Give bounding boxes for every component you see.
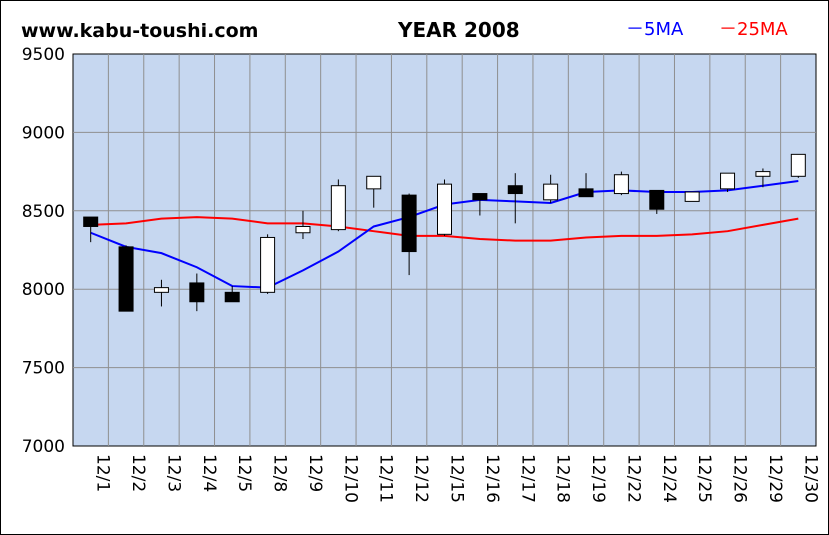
candle-body-up <box>295 225 311 234</box>
candle <box>401 193 417 276</box>
candle <box>790 153 806 178</box>
candle <box>684 191 700 202</box>
x-tick-label: 12/15 <box>447 454 467 503</box>
candle-body-up <box>755 171 771 177</box>
legend-5ma: －5MA <box>626 19 684 40</box>
candle-body-down <box>578 188 594 198</box>
candles <box>83 153 806 312</box>
candle-body-up <box>543 183 559 201</box>
candle-body-down <box>83 216 99 227</box>
candle-body-down <box>649 189 665 210</box>
candle-body-down <box>507 185 523 195</box>
candle <box>720 172 736 192</box>
candle <box>330 179 346 232</box>
candle <box>118 245 134 312</box>
candle <box>507 173 523 224</box>
x-tick-label: 12/5 <box>234 454 254 492</box>
candle-body-up <box>437 183 452 235</box>
x-tick-label: 12/2 <box>128 454 148 492</box>
x-tick-label: 12/29 <box>765 454 785 503</box>
candle <box>472 193 488 216</box>
x-tick-label: 12/10 <box>340 454 360 503</box>
x-axis: 12/1 12/2 12/3 12/4 12/5 12/8 12/9 12/10 12/11 12… <box>93 454 821 503</box>
candle-body-up <box>720 172 736 190</box>
site-name: www.kabu-toushi.com <box>21 20 258 42</box>
candle <box>260 234 276 294</box>
candle-body-up <box>790 153 806 177</box>
grid-lines <box>73 54 816 446</box>
candle-body-up <box>330 185 346 231</box>
candle <box>295 210 311 240</box>
x-tick-label: 12/24 <box>659 454 679 503</box>
x-tick-label: 12/12 <box>411 454 431 503</box>
candle <box>366 175 382 208</box>
x-tick-label: 12/1 <box>93 454 113 492</box>
candle <box>578 173 594 198</box>
candle-body-down <box>189 282 205 303</box>
x-tick-label: 12/8 <box>270 454 290 492</box>
chart-title: YEAR 2008 <box>397 18 520 42</box>
y-tick-label: 9500 <box>22 45 65 65</box>
candle <box>153 279 169 307</box>
candle <box>543 174 559 203</box>
candle <box>83 216 99 243</box>
legend-25ma: －25MA <box>719 19 788 40</box>
candle <box>755 168 771 188</box>
x-tick-label: 12/4 <box>199 454 219 492</box>
y-axis: 9500 9000 8500 8000 7500 7000 <box>22 45 65 457</box>
y-tick-label: 9000 <box>22 123 65 143</box>
x-tick-label: 12/18 <box>553 454 573 503</box>
x-tick-label: 12/25 <box>694 454 714 503</box>
y-tick-label: 8000 <box>22 280 65 300</box>
x-tick-label: 12/26 <box>730 454 750 503</box>
x-tick-label: 12/22 <box>623 454 643 503</box>
x-tick-label: 12/30 <box>800 454 820 503</box>
candle-body-down <box>224 291 240 303</box>
candle <box>437 179 452 236</box>
candle <box>224 286 240 303</box>
y-tick-label: 7000 <box>22 437 65 457</box>
candle-body-down <box>401 194 417 253</box>
plot-area <box>72 53 817 447</box>
candle-body-up <box>153 287 169 293</box>
candle <box>189 273 205 312</box>
candle <box>649 189 665 214</box>
x-tick-label: 12/19 <box>588 454 608 503</box>
candle-body-down <box>118 246 134 312</box>
candle <box>613 171 629 196</box>
candle-body-up <box>260 236 276 293</box>
x-tick-label: 12/3 <box>163 454 183 492</box>
x-tick-label: 12/9 <box>305 454 325 492</box>
x-tick-label: 12/16 <box>482 454 502 503</box>
candle-body-down <box>472 193 488 201</box>
candle-body-up <box>366 175 382 190</box>
candle-body-up <box>613 174 629 195</box>
x-tick-label: 12/17 <box>517 454 537 503</box>
y-tick-label: 7500 <box>22 359 65 379</box>
y-tick-label: 8500 <box>22 202 65 222</box>
x-tick-label: 12/11 <box>376 454 396 503</box>
candle-body-up <box>684 191 700 202</box>
